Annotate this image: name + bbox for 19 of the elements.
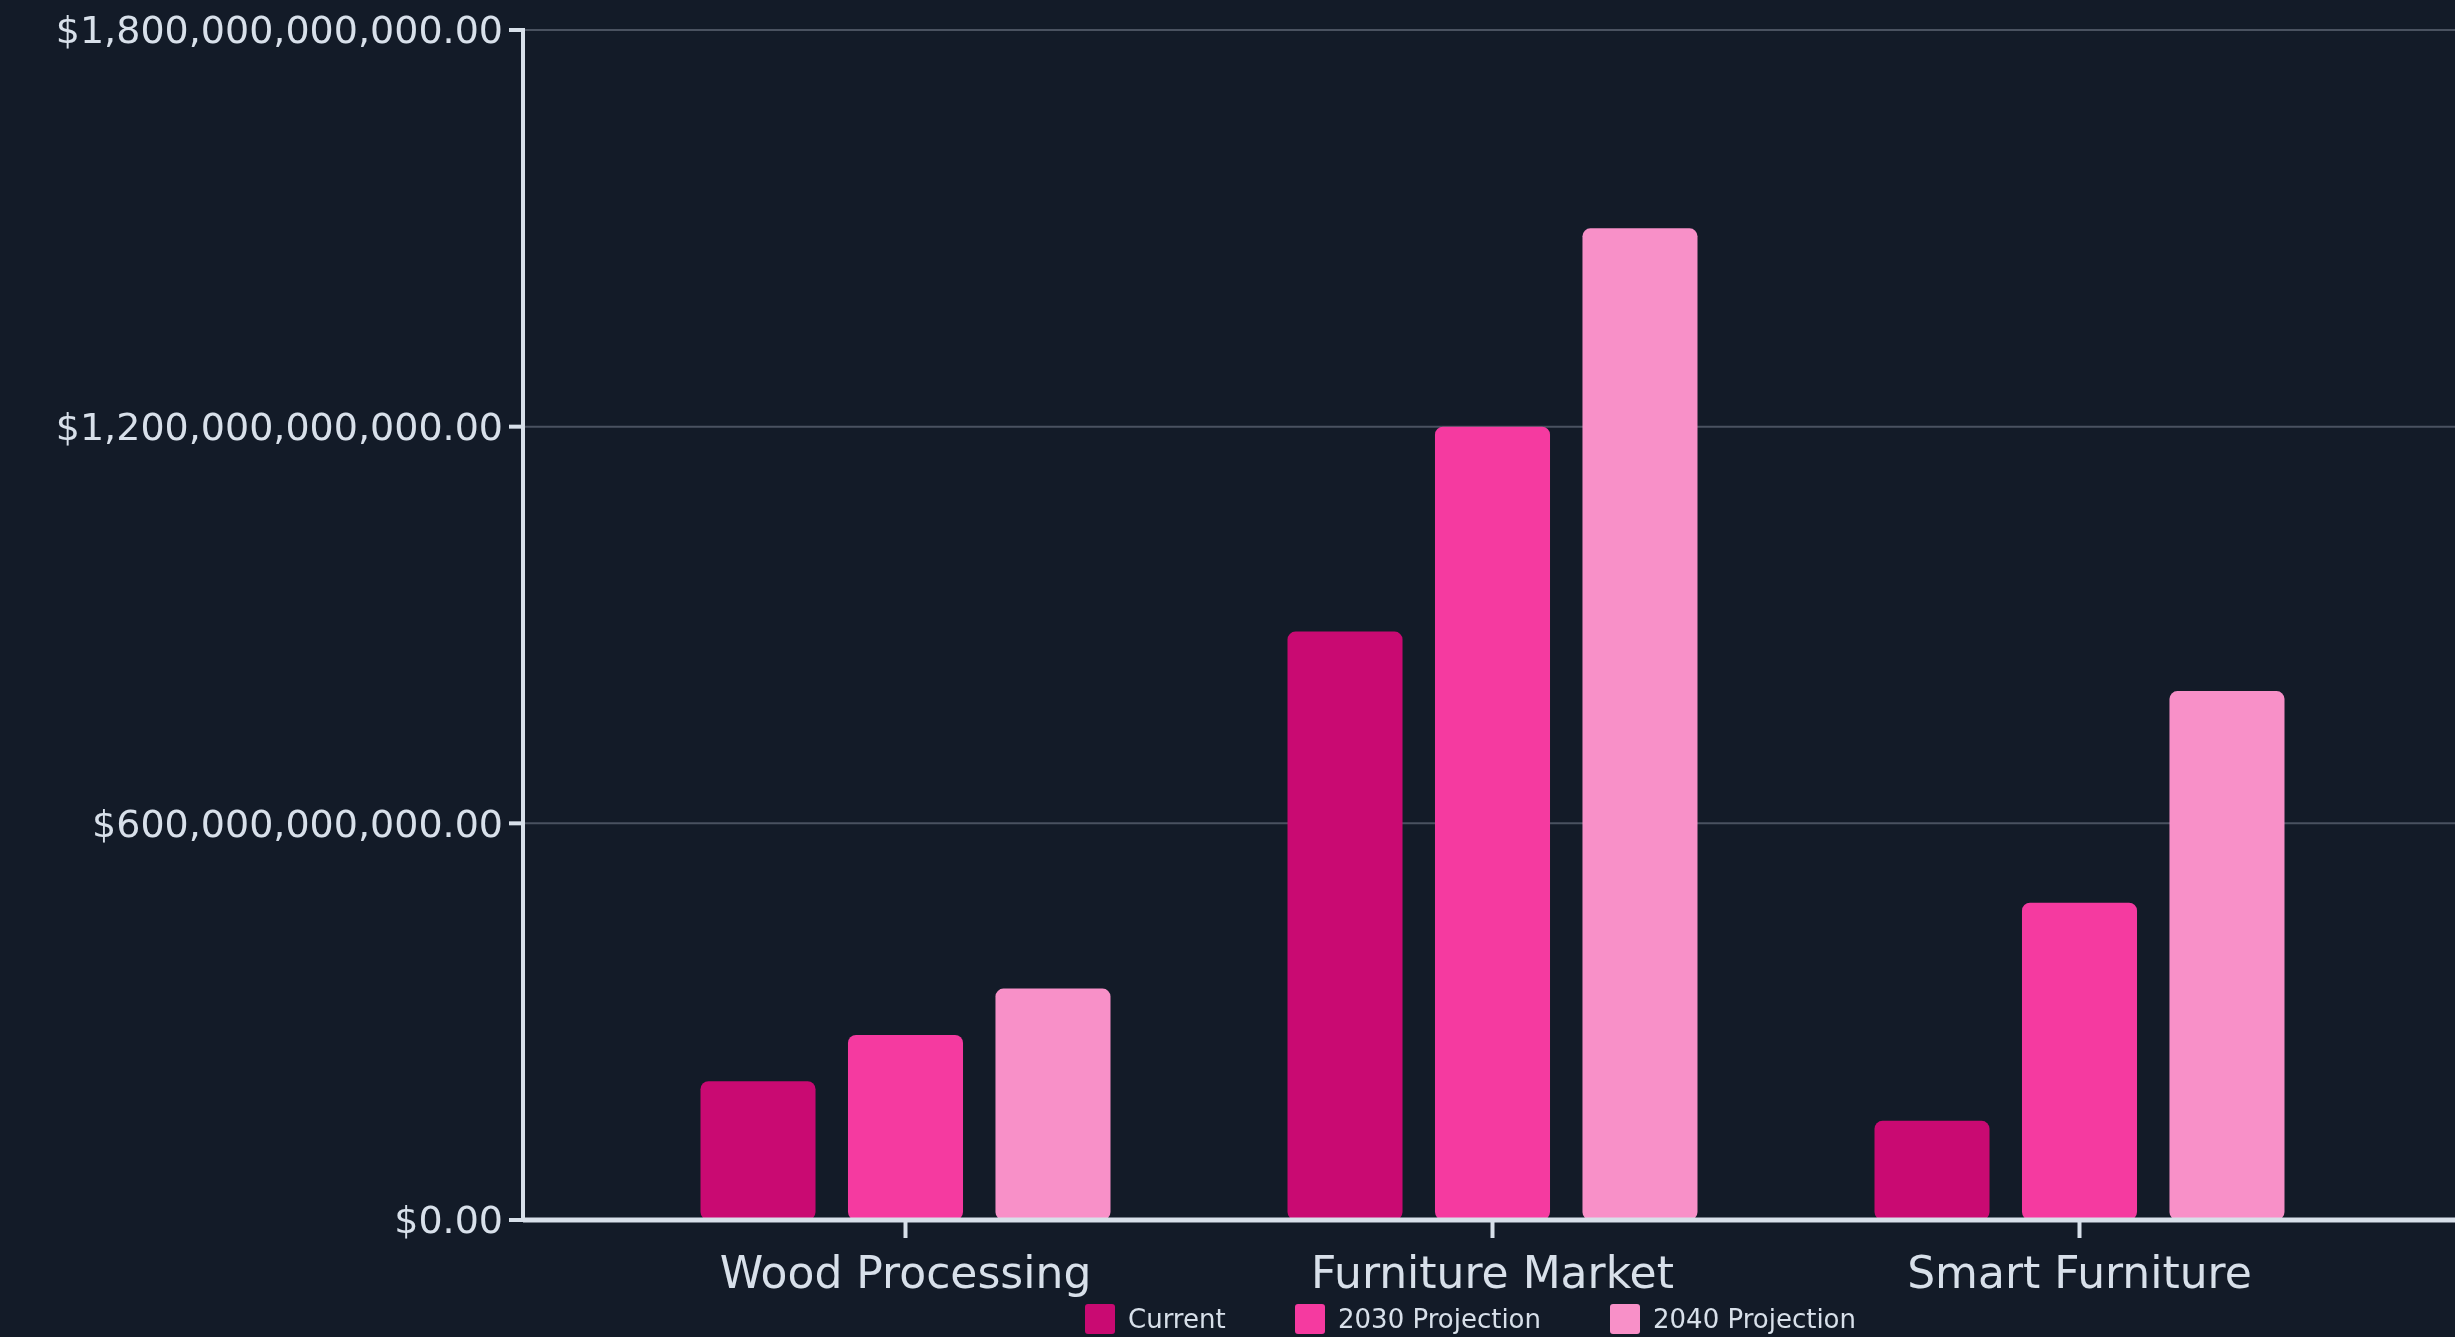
y-tick-label: $0.00 (394, 1198, 503, 1243)
bar (995, 988, 1111, 1220)
bar (1582, 228, 1698, 1220)
bar (2169, 691, 2285, 1220)
y-tick-label: $600,000,000,000.00 (92, 801, 503, 846)
bar (847, 1034, 964, 1220)
y-tick-label: $1,800,000,000,000.00 (55, 8, 503, 53)
bar (2021, 902, 2138, 1220)
bar (700, 1081, 816, 1220)
bar (1287, 631, 1403, 1220)
legend-label: 2040 Projection (1653, 1304, 1856, 1335)
legend-label: Current (1128, 1304, 1226, 1335)
bar (1434, 426, 1551, 1220)
legend-label: 2030 Projection (1338, 1304, 1541, 1335)
x-tick-label: Furniture Market (1311, 1247, 1674, 1298)
x-tick-label: Smart Furniture (1907, 1247, 2252, 1298)
x-tick-label: Wood Processing (719, 1247, 1092, 1298)
y-tick-label: $1,200,000,000,000.00 (55, 404, 503, 449)
bar (1874, 1120, 1990, 1220)
